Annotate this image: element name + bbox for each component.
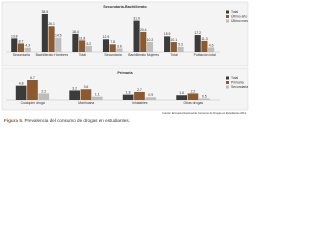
bar — [145, 97, 157, 100]
value-label: 5.3 — [178, 43, 183, 47]
bar — [55, 37, 62, 52]
value-label: 2.2 — [191, 89, 196, 93]
value-label: 17.2 — [194, 31, 201, 35]
value-label: 11.8 — [79, 36, 85, 40]
x-tick-label: Total — [79, 53, 86, 57]
bar — [208, 47, 215, 52]
value-label: 13.8 — [11, 34, 18, 38]
bar — [146, 41, 154, 52]
value-label: 12.9 — [103, 35, 110, 39]
bar — [91, 96, 103, 100]
bar — [170, 42, 177, 52]
bar — [177, 46, 184, 52]
source: Fuente: Encuesta Nacional de Consumo de … — [162, 111, 246, 115]
value-label: 1.6 — [179, 91, 184, 95]
caption-label: Figura 5. — [4, 118, 23, 123]
chart-title: Secundaria-Bachillerato — [103, 5, 147, 9]
legend-label: Total — [231, 76, 238, 80]
value-label: 3.6 — [117, 44, 122, 48]
value-label: 26.1 — [48, 22, 55, 26]
value-label: 6.2 — [86, 42, 91, 46]
legend-label: Último mes — [231, 18, 248, 23]
value-label: 4.6 — [209, 43, 214, 47]
bar — [198, 98, 210, 100]
caption-text: Prevalencia del consumo de drogas en est… — [24, 118, 129, 123]
value-label: 15.9 — [164, 32, 171, 36]
chart-title: Primaria — [117, 71, 133, 75]
value-label: 10.1 — [171, 38, 178, 42]
legend-label: Secundaria — [231, 85, 248, 89]
bar — [116, 48, 123, 52]
x-tick-label: Población total — [194, 53, 216, 57]
value-label: 3.2 — [72, 86, 77, 90]
value-label: 6.7 — [30, 76, 35, 80]
bar — [15, 85, 27, 100]
legend-swatch — [226, 85, 229, 89]
legend-swatch — [226, 81, 229, 84]
x-tick-label: Total — [171, 53, 178, 57]
x-tick-label: Secundaria — [104, 53, 121, 57]
value-label: 3.6 — [84, 85, 89, 89]
x-tick-label: Bachillerato Mujeres — [128, 53, 159, 57]
figure: Fuente: Encuesta Nacional de Consumo de … — [1, 1, 249, 123]
bar — [69, 90, 80, 100]
value-label: 4.3 — [25, 44, 30, 48]
bar — [48, 26, 55, 52]
bar — [41, 14, 48, 52]
panel — [1, 67, 249, 111]
value-label: 38.6 — [42, 10, 49, 14]
legend-label: Total — [231, 10, 238, 14]
bar — [11, 38, 18, 52]
value-label: 4.8 — [19, 82, 24, 86]
legend-label: Último año — [231, 13, 247, 18]
x-tick-label: Secundaria — [13, 53, 30, 57]
x-tick-label: Marihuana — [78, 101, 94, 105]
value-label: 1.8 — [126, 91, 131, 95]
x-tick-label: Cualquier droga — [21, 101, 45, 105]
bar — [109, 44, 116, 52]
bar — [27, 80, 38, 100]
value-label: 11.3 — [201, 37, 207, 41]
bar — [85, 45, 92, 52]
bar — [134, 91, 145, 100]
value-label: 1.1 — [95, 93, 100, 97]
bar — [17, 43, 25, 52]
bar — [38, 93, 50, 100]
bar — [72, 33, 79, 52]
x-tick-label: Otras drogas — [183, 101, 203, 105]
legend-label: Primaria — [231, 80, 244, 84]
caption: Figura 5. Prevalencia del consumo de dro… — [4, 118, 130, 123]
x-tick-label: Inhalables — [132, 101, 148, 105]
value-label: 14.5 — [55, 34, 62, 38]
bar — [194, 35, 201, 52]
value-label: 10.2 — [147, 38, 154, 42]
value-label: 31.9 — [133, 16, 140, 20]
bar — [102, 39, 110, 52]
bar — [133, 20, 140, 52]
value-label: 0.5 — [202, 94, 207, 98]
bar — [187, 93, 199, 100]
value-label: 18.4 — [72, 30, 79, 34]
bar — [80, 89, 92, 100]
bar — [201, 40, 208, 52]
x-tick-label: Bachillerato Hombres — [36, 53, 69, 57]
value-label: 2.7 — [137, 88, 142, 92]
bar — [164, 36, 171, 52]
value-label: 8.7 — [19, 39, 24, 43]
bar — [140, 31, 147, 52]
bar — [79, 40, 86, 52]
value-label: 0.9 — [148, 93, 153, 97]
legend-swatch — [226, 76, 229, 80]
legend-swatch — [226, 19, 229, 23]
legend-swatch — [226, 10, 229, 14]
bar — [176, 95, 187, 100]
legend-swatch — [226, 15, 229, 18]
bar — [24, 47, 31, 52]
bar — [122, 94, 134, 100]
value-label: 20.4 — [140, 28, 147, 32]
value-label: 7.8 — [110, 40, 115, 44]
value-label: 2.2 — [41, 89, 46, 93]
